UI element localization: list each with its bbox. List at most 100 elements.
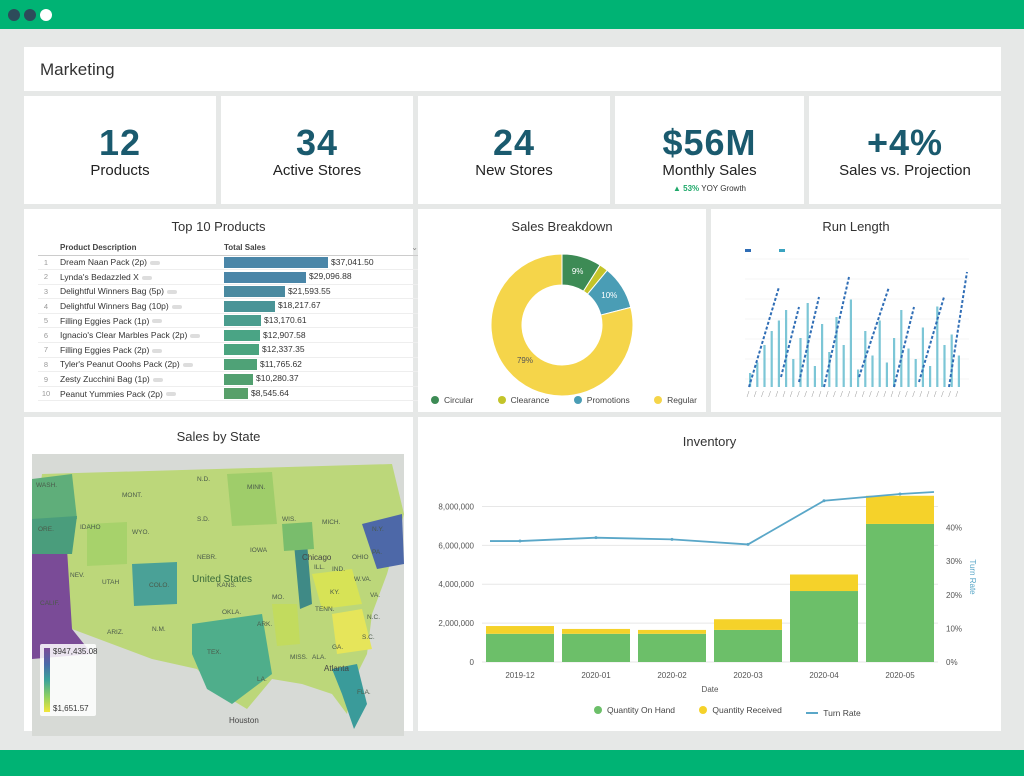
state-label: MONT. [122,492,143,499]
kpi-products[interactable]: 12 Products [24,96,216,204]
product-name: Lynda's Bedazzled X [54,269,224,285]
legend-item[interactable]: Turn Rate [806,708,861,718]
state-ark[interactable] [272,604,300,646]
state-label: N.Y. [372,526,384,533]
kpi-sales-vs-projection[interactable]: +4% Sales vs. Projection [809,96,1001,204]
run-length-bar [792,359,795,387]
kpi-active-stores[interactable]: 34 Active Stores [221,96,413,204]
table-row[interactable]: 4 Delightful Winners Bag (10p) $18,217.67 [38,298,418,314]
state-label: OHIO [352,554,369,561]
state-ill[interactable] [294,542,312,609]
x-tick [955,390,959,398]
product-name-text: Zesty Zucchini Bag (1p) [60,374,150,385]
sales-cell: $12,337.35 [224,342,418,358]
run-length-line [823,276,850,388]
legend-swatch-icon [654,396,663,404]
sales-bar [224,256,328,268]
table-row[interactable]: 5 Filling Eggies Pack (1p) $13,170.61 [38,313,418,329]
bar-received [866,495,934,524]
column-header-description[interactable]: Product Description [54,241,224,256]
state-iowa[interactable] [282,522,314,551]
legend-item[interactable]: Regular [654,395,697,405]
legend-label: Promotions [586,395,630,405]
table-row[interactable]: 1 Dream Naan Pack (2p) $37,041.50 [38,255,418,271]
table-row[interactable]: 6 Ignacio's Clear Marbles Pack (2p) $12,90… [38,327,418,344]
legend-item[interactable]: Promotions [573,395,630,405]
state-nev[interactable] [87,522,127,566]
state-ny[interactable] [362,514,404,569]
sales-cell: $13,170.61 [224,313,418,329]
state-tex[interactable] [192,614,272,704]
state-label: S.D. [197,516,210,523]
state-wash[interactable] [32,474,77,524]
state-ky[interactable] [312,569,362,609]
state-colo[interactable] [132,562,177,606]
legend-item[interactable]: Quantity Received [699,705,782,715]
x-tick [869,390,872,398]
table-row[interactable]: 8 Tyler's Peanut Ooohs Pack (2p) $11,765.6… [38,357,418,373]
column-header-sales[interactable]: Total Sales ⌄ [224,241,418,256]
state-calif[interactable] [32,549,92,659]
legend-label: Quantity On Hand [607,705,676,715]
kpi-value: 34 [295,122,339,163]
state-label: TENN. [315,606,335,613]
run-length-bar [921,327,924,387]
chevron-down-icon[interactable]: ⌄ [411,243,418,253]
state-label: WASH. [36,482,58,489]
x-tick [753,390,757,398]
run-length-bar [943,345,946,387]
state-label: FLA. [357,689,371,696]
state-ga[interactable] [332,609,372,654]
state-label: IND. [332,566,345,573]
product-name: Peanut Yummies Pack (2p) [54,386,224,402]
table-row[interactable]: 7 Filling Eggies Pack (2p) $12,337.35 [38,342,418,358]
state-label: WYO. [132,529,150,536]
x-tick [797,390,800,398]
bar-received [562,628,630,634]
row-index: 6 [38,327,54,344]
run-length-bar [950,334,953,387]
state-label: N.D. [197,476,210,483]
tag-icon [182,363,193,368]
legend-item[interactable]: Circular [431,395,473,405]
legend-item[interactable]: Clearance [497,395,549,405]
tag-icon [190,334,201,339]
table-row[interactable]: 2 Lynda's Bedazzled X $29,096.88 [38,269,418,285]
bar-received [790,574,858,592]
run-length-bar [770,331,773,387]
table-row[interactable]: 9 Zesty Zucchini Bag (1p) $10,280.37 [38,371,418,387]
inventory-panel: Inventory 0 2,000,000 4,000,000 6,000,000 8,… [418,417,1001,731]
sales-cell: $37,041.50 [224,255,418,271]
table-row[interactable]: 10 Peanut Yummies Pack (2p) $8,545.64 [38,386,418,402]
x-tick [897,390,901,398]
legend-item[interactable]: Quantity On Hand [594,705,675,715]
top-products-table: Product Description Total Sales ⌄ 1 Dream… [38,241,418,402]
sales-breakdown-panel: Sales Breakdown 9% 10% 79% Circular Cleara… [418,209,706,412]
state-label: ORE. [38,526,54,533]
turn-rate-point [898,492,902,496]
sales-value: $21,593.55 [288,285,331,296]
y-tick-label: 0 [470,658,475,667]
legend-swatch-icon [779,249,785,252]
x-tick-label: 2020-03 [733,671,763,680]
state-label: MISS. [290,654,308,661]
turn-rate-point [746,542,750,546]
state-fla[interactable] [332,664,367,729]
state-minn[interactable] [227,472,277,526]
kpi-new-stores[interactable]: 24 New Stores [418,96,610,204]
x-tick [782,390,786,398]
x-tick-label: 2019-12 [505,671,535,680]
bar-on-hand [638,633,706,662]
top-products-panel: Top 10 Products Product Description Tota… [24,209,418,412]
us-map[interactable]: WASH. MONT. N.D. MINN. IDAHO S.D. WIS. MICH. WYO… [32,454,404,736]
run-length-bar [828,352,831,387]
legend-swatch-icon [573,396,582,404]
state-ore[interactable] [32,516,77,554]
run-length-plot-area [739,247,971,399]
product-name-text: Filling Eggies Pack (1p) [60,315,150,326]
kpi-monthly-sales[interactable]: $56M Monthly Sales ▲ 53% YOY Growth [615,96,804,204]
table-row[interactable]: 3 Delightful Winners Bag (5p) $21,593.55 [38,284,418,300]
sales-value: $8,545.64 [251,388,289,399]
city-label: Chicago [302,553,332,562]
y2-tick-label: 40% [946,524,962,533]
